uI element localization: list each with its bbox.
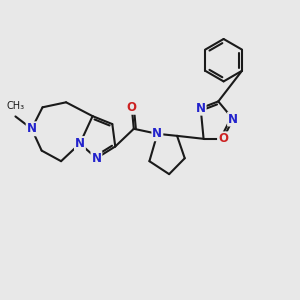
- Text: N: N: [196, 102, 206, 115]
- Text: O: O: [218, 132, 228, 145]
- Text: N: N: [228, 112, 238, 126]
- Text: CH₃: CH₃: [6, 101, 25, 111]
- Text: N: N: [75, 137, 85, 150]
- Text: N: N: [92, 152, 101, 165]
- Text: N: N: [152, 127, 162, 140]
- Text: O: O: [127, 101, 137, 114]
- Text: N: N: [27, 122, 37, 135]
